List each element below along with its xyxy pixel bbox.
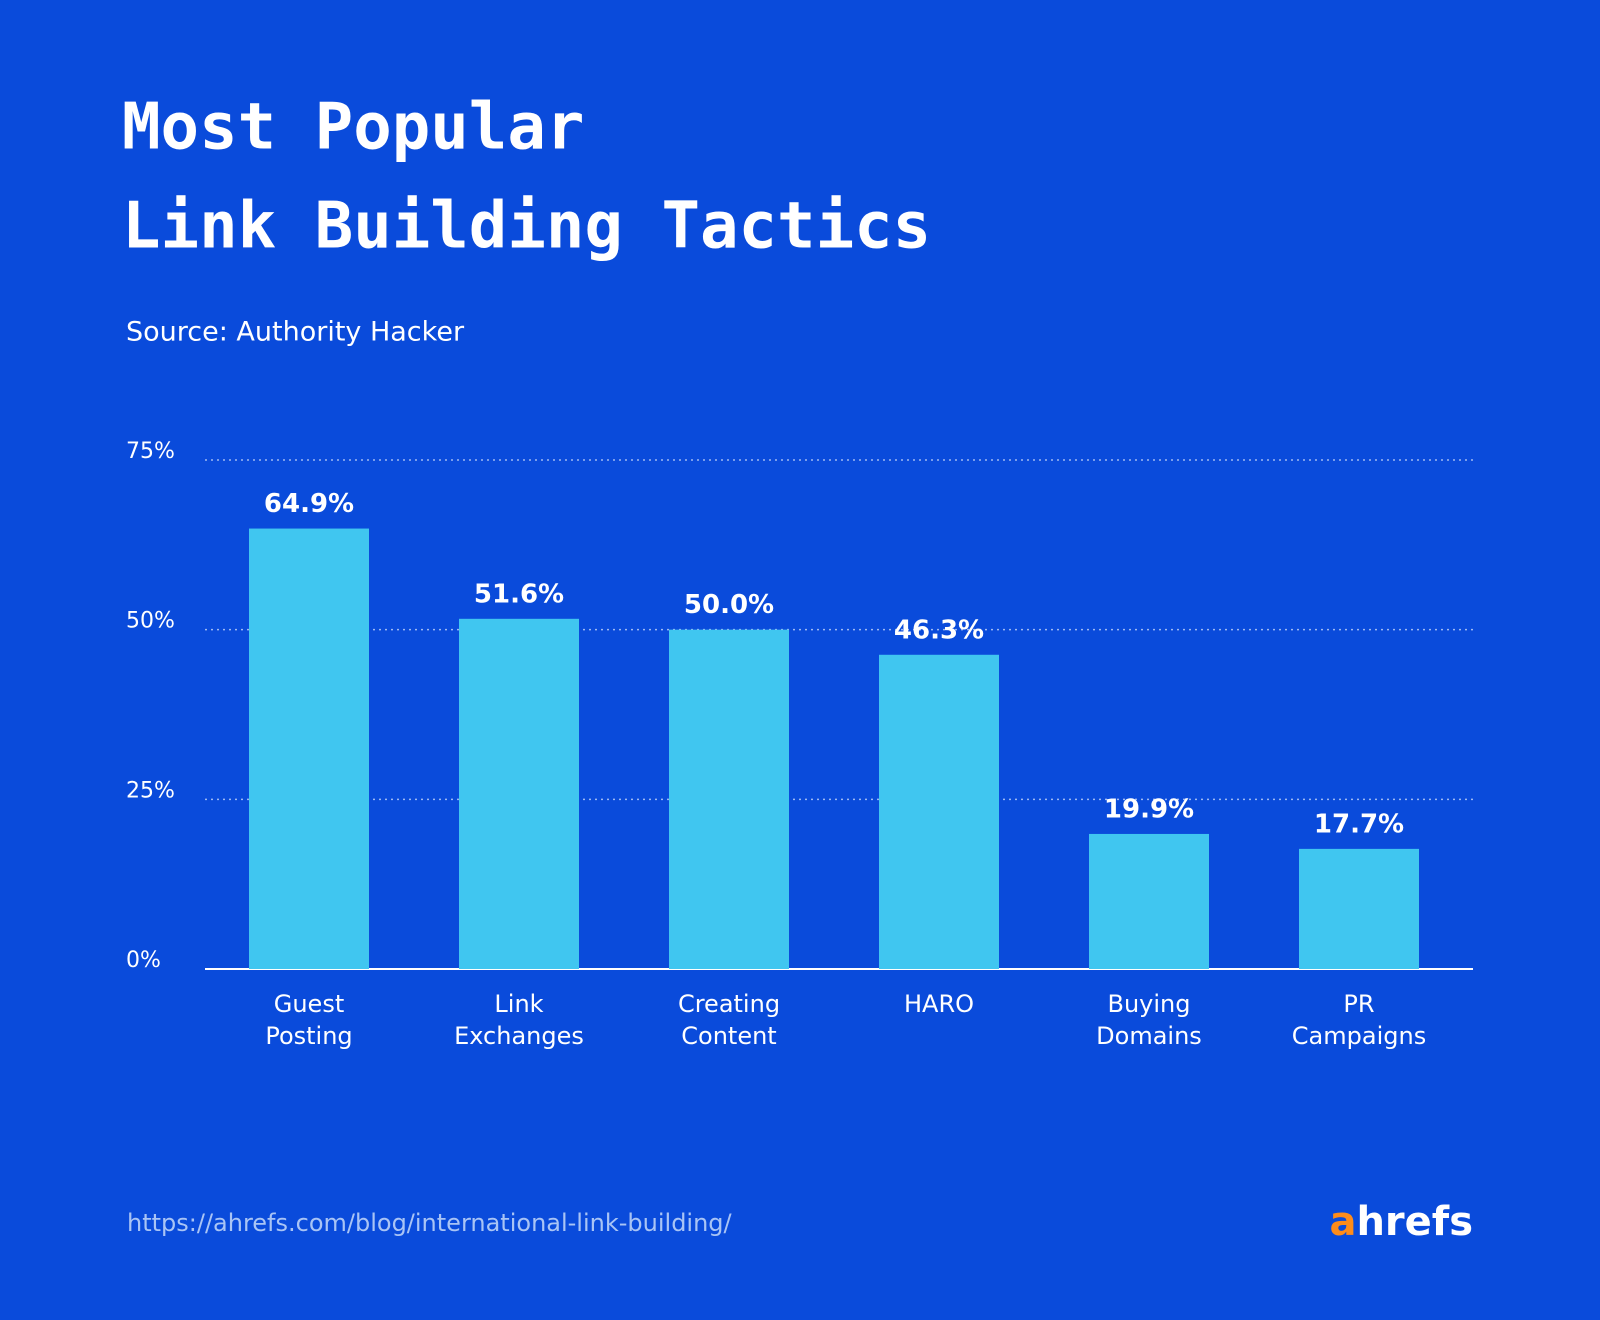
x-tick-label: Domains — [1096, 1022, 1202, 1050]
chart-title: Link Building Tactics — [122, 190, 931, 264]
x-tick-label: Posting — [265, 1022, 352, 1050]
bar — [879, 654, 999, 969]
value-label: 17.7% — [1314, 809, 1404, 839]
bar — [1299, 848, 1419, 969]
x-tick-label: PR — [1343, 990, 1374, 1018]
bar — [669, 629, 789, 969]
value-label: 51.6% — [474, 579, 564, 609]
bar — [249, 528, 369, 969]
x-tick-label: Buying — [1108, 990, 1191, 1018]
x-tick-label: Content — [681, 1022, 776, 1050]
y-tick-label: 75% — [126, 439, 175, 464]
logo: ahrefs — [1329, 1199, 1473, 1245]
x-tick-label: Link — [494, 990, 543, 1018]
footer-url: https://ahrefs.com/blog/international-li… — [127, 1209, 733, 1237]
x-tick-label: Creating — [678, 990, 780, 1018]
y-tick-label: 0% — [126, 948, 161, 973]
value-label: 46.3% — [894, 615, 984, 645]
y-tick-label: 50% — [126, 609, 175, 634]
y-tick-label: 25% — [126, 778, 175, 803]
chart-subtitle: Source: Authority Hacker — [126, 317, 465, 348]
value-label: 50.0% — [684, 590, 774, 620]
value-label: 64.9% — [264, 489, 354, 519]
logo-accent: a — [1329, 1199, 1356, 1245]
logo-text: hrefs — [1356, 1199, 1473, 1245]
x-tick-label: Exchanges — [454, 1022, 584, 1050]
x-tick-label: Guest — [274, 990, 345, 1018]
x-tick-label: Campaigns — [1292, 1022, 1426, 1050]
bar — [1089, 833, 1209, 969]
value-label: 19.9% — [1104, 794, 1194, 824]
bar — [459, 618, 579, 969]
x-tick-label: HARO — [904, 990, 974, 1018]
chart-title: Most Popular — [122, 91, 584, 165]
